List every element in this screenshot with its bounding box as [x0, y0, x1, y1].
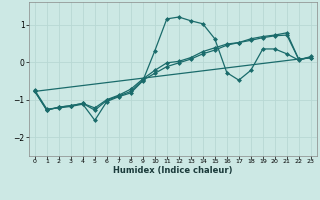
X-axis label: Humidex (Indice chaleur): Humidex (Indice chaleur) [113, 166, 233, 175]
